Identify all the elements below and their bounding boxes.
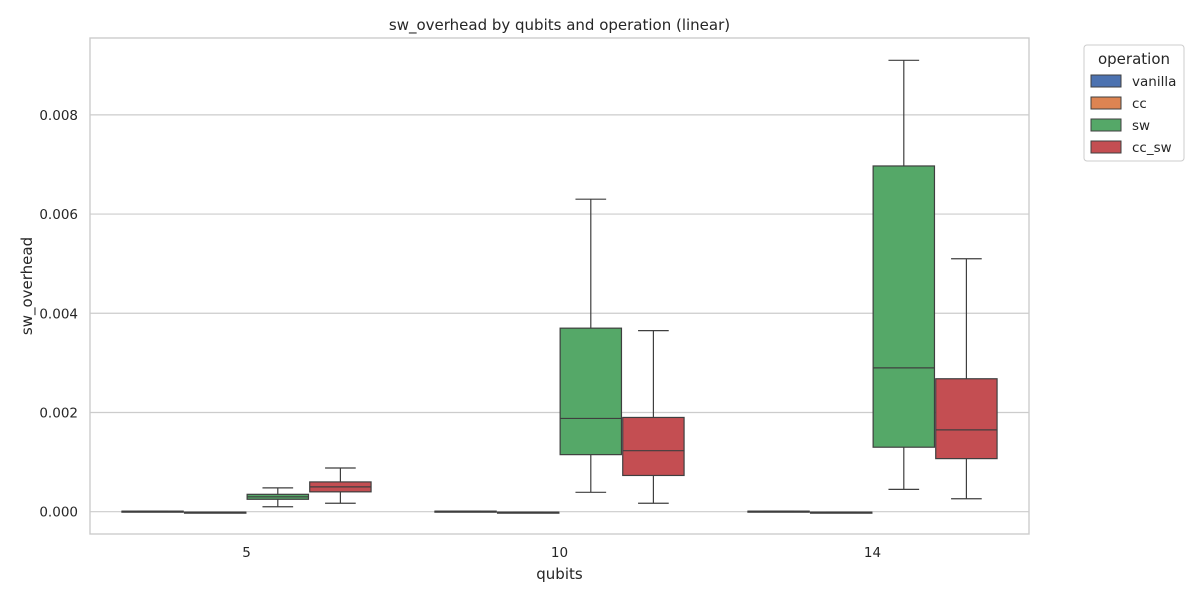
box-cc-14 [809, 511, 873, 514]
legend-swatch [1090, 118, 1122, 132]
legend-item-cc_sw: cc_sw [1090, 140, 1172, 156]
legend-label: cc [1132, 96, 1147, 112]
box-cc_sw-14 [935, 258, 998, 500]
legend-label: sw [1132, 118, 1150, 134]
legend-swatch [1090, 96, 1122, 110]
y-tick-label: 0.008 [39, 108, 78, 124]
y-tick-labels: 0.000 0.002 0.004 0.006 0.008 [39, 108, 78, 521]
legend: operation vanilla cc sw cc_sw [1083, 44, 1185, 162]
chart-title: sw_overhead by qubits and operation (lin… [389, 16, 730, 35]
box-vanilla-10 [434, 510, 497, 513]
x-tick-label: 10 [551, 545, 568, 561]
x-tick-label: 14 [864, 545, 881, 561]
x-tick-label: 5 [242, 545, 251, 561]
legend-item-sw: sw [1090, 118, 1150, 134]
box-sw-14 [872, 59, 936, 490]
legend-label: cc_sw [1132, 140, 1172, 156]
box-cc_sw-10 [622, 330, 685, 504]
x-tick-labels: 5 10 14 [242, 545, 881, 561]
y-axis-label: sw_overhead [18, 237, 37, 335]
iqr-box [622, 416, 685, 477]
legend-label: vanilla [1132, 74, 1176, 90]
legend-swatch [1090, 140, 1122, 154]
legend-item-cc: cc [1090, 96, 1147, 112]
legend-frame [1083, 44, 1185, 162]
y-tick-label: 0.002 [39, 405, 78, 421]
box-sw-5 [246, 487, 310, 508]
iqr-box [559, 327, 623, 456]
box-vanilla-14 [747, 510, 810, 513]
box-sw-10 [559, 198, 623, 493]
iqr-box [872, 165, 936, 448]
iqr-box [935, 378, 998, 460]
box-marks [121, 59, 998, 514]
legend-title: operation [1098, 50, 1170, 68]
y-tick-label: 0.006 [39, 207, 78, 223]
plot-frame [89, 37, 1030, 535]
legend-item-vanilla: vanilla [1090, 74, 1176, 90]
y-tick-label: 0.004 [39, 306, 78, 322]
box-cc_sw-5 [309, 467, 372, 504]
box-vanilla-5 [121, 510, 184, 513]
grid-lines [90, 114, 1029, 513]
legend-swatch [1090, 74, 1122, 88]
y-tick-label: 0.000 [39, 505, 78, 521]
box-cc-5 [183, 511, 247, 514]
x-axis-label: qubits [536, 565, 583, 583]
box-cc-10 [496, 511, 560, 514]
